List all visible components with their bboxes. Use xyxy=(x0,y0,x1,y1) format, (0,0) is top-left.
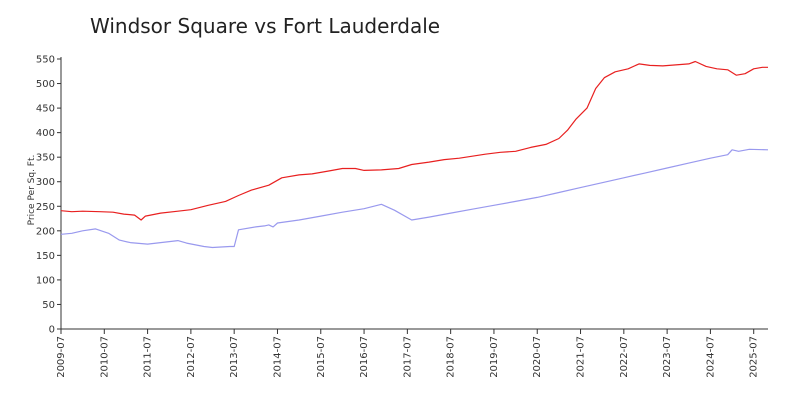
y-tick-label: 400 xyxy=(36,128,55,139)
x-tick-label: 2014-07 xyxy=(272,336,283,378)
x-tick-label: 2021-07 xyxy=(576,336,587,378)
x-tick-label: 2025-07 xyxy=(749,336,760,378)
chart-title: Windsor Square vs Fort Lauderdale xyxy=(90,14,441,38)
x-tick-label: 2009-07 xyxy=(56,336,67,378)
y-axis-title: Price Per Sq. Ft. xyxy=(27,155,37,226)
x-tick-label: 2024-07 xyxy=(705,336,716,378)
y-tick-label: 550 xyxy=(36,55,55,66)
y-tick-label: 500 xyxy=(36,79,55,90)
series-layer xyxy=(60,60,769,249)
x-tick-label: 2012-07 xyxy=(186,336,197,378)
y-tick-label: 300 xyxy=(36,177,55,188)
series-line-fort-lauderdale xyxy=(60,148,769,249)
x-tick-label: 2016-07 xyxy=(359,336,370,378)
x-tick-label: 2017-07 xyxy=(402,336,413,378)
y-axis: 0 50 100 150 200 250 300 350 400 450 500 550 xyxy=(36,55,62,336)
y-tick-label: 0 xyxy=(49,325,55,336)
y-tick-label: 150 xyxy=(36,251,55,262)
y-tick-label: 450 xyxy=(36,104,55,115)
x-tick-label: 2011-07 xyxy=(143,336,154,378)
x-tick-label: 2015-07 xyxy=(316,336,327,378)
x-tick-label: 2013-07 xyxy=(229,336,240,378)
y-tick-label: 250 xyxy=(36,202,55,213)
y-tick-label: 350 xyxy=(36,153,55,164)
series-line-windsor-square xyxy=(60,60,768,221)
x-tick-label: 2020-07 xyxy=(532,336,543,378)
x-tick-label: 2010-07 xyxy=(99,336,110,378)
y-tick-label: 50 xyxy=(42,300,55,311)
x-tick-label: 2019-07 xyxy=(489,336,500,378)
x-tick-label: 2023-07 xyxy=(662,336,673,378)
y-tick-label: 100 xyxy=(36,275,55,286)
x-tick-label: 2022-07 xyxy=(619,336,630,378)
x-tick-label: 2018-07 xyxy=(446,336,457,378)
y-tick-label: 200 xyxy=(36,226,55,237)
x-axis: 2009-07 2010-07 2011-07 2012-07 2013-07 2014-… xyxy=(56,328,768,378)
